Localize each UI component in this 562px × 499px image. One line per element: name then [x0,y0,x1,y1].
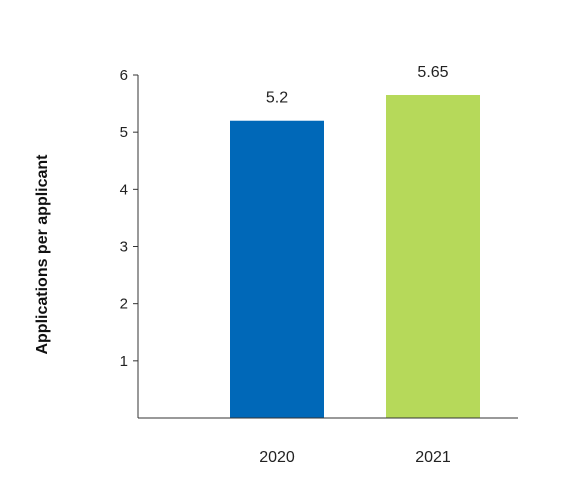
y-axis-title: Applications per applicant [34,154,51,355]
data-labels: 5.2 5.65 [266,64,449,107]
data-label-2020: 5.2 [266,90,288,107]
bar-2021 [386,95,480,418]
y-tick-label: 2 [120,296,128,313]
y-tick-label: 4 [120,181,128,198]
bar-2020 [230,120,324,418]
data-label-2021: 5.65 [417,64,448,81]
x-category-label: 2021 [415,449,451,466]
bars [230,95,480,418]
y-tick-label: 3 [120,239,128,256]
y-axis-ticks: 1 2 3 4 5 6 [120,67,138,370]
y-tick-label: 6 [120,67,128,84]
y-tick-label: 1 [120,353,128,370]
x-category-label: 2020 [259,449,295,466]
y-tick-label: 5 [120,124,128,141]
x-axis-category-labels: 2020 2021 [259,449,451,466]
